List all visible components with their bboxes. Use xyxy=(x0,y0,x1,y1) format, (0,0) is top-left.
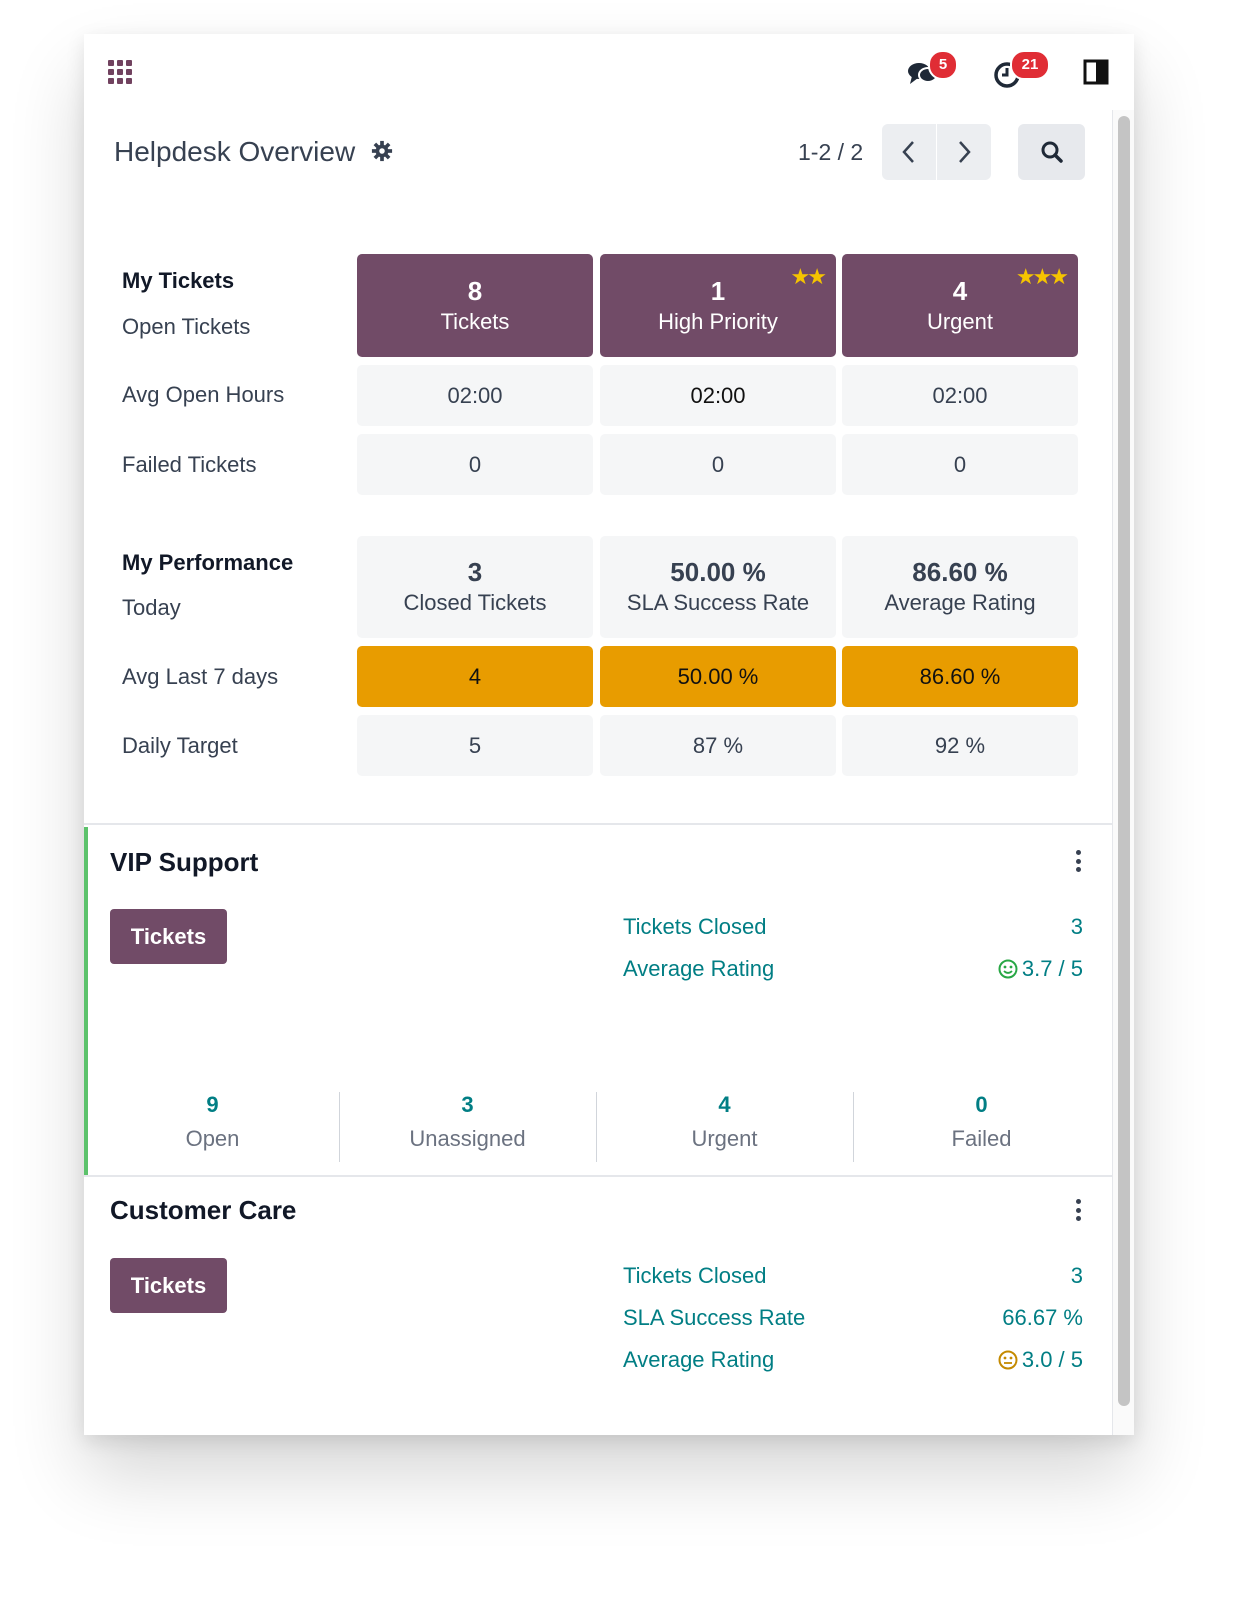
team-name-customer-care[interactable]: Customer Care xyxy=(110,1195,297,1225)
average-rating-label: Average Rating xyxy=(884,590,1036,615)
urgent-count: 4 xyxy=(952,275,968,306)
separator xyxy=(596,1092,597,1162)
care-tickets-closed-number: 3 xyxy=(1070,1263,1083,1288)
apps-menu-icon[interactable] xyxy=(108,60,132,84)
urgent-count: 4 xyxy=(718,1092,731,1117)
helpdesk-window: 5 21 Helpdesk Overview xyxy=(84,34,1134,1435)
chevron-left-icon xyxy=(902,141,914,163)
care-rating-number: 3.0 / 5 xyxy=(1021,1347,1083,1372)
page-title: Helpdesk Overview xyxy=(114,136,356,167)
three-star-icon: ★★★ xyxy=(1015,264,1069,289)
kebab-menu-icon[interactable] xyxy=(1074,1199,1082,1221)
team-color-bar xyxy=(84,827,88,1176)
failed-count: 0 xyxy=(975,1092,988,1117)
divider xyxy=(84,823,1112,825)
vip-urgent-stat[interactable]: 4 Urgent xyxy=(596,1092,853,1152)
failed-high-cell[interactable]: 0 xyxy=(600,434,836,495)
failed-tickets-cell[interactable]: 0 xyxy=(357,434,593,495)
urgent-card[interactable]: ★★★ 4 Urgent xyxy=(842,254,1078,357)
kebab-menu-icon[interactable] xyxy=(1074,850,1082,872)
care-tickets-closed-label[interactable]: Tickets Closed xyxy=(623,1263,767,1288)
daily-target-label: Daily Target xyxy=(122,733,238,758)
failed-label: Failed xyxy=(951,1126,1012,1151)
messages-badge: 5 xyxy=(928,50,958,80)
divider xyxy=(84,1175,1112,1177)
avg-open-urgent-cell[interactable]: 02:00 xyxy=(842,365,1078,426)
care-average-rating-value[interactable]: 3.0 / 5 xyxy=(998,1347,1083,1373)
care-tickets-closed-value[interactable]: 3 xyxy=(1071,1263,1083,1289)
team-name-vip-support[interactable]: VIP Support xyxy=(110,847,259,877)
activities-badge: 21 xyxy=(1010,50,1050,80)
vip-open-stat[interactable]: 9 Open xyxy=(84,1092,341,1152)
chevron-right-icon xyxy=(959,141,971,163)
vip-rating-number: 3.7 / 5 xyxy=(1021,956,1083,981)
closed-tickets-value: 3 xyxy=(467,557,483,587)
closed-tickets-card: 3 Closed Tickets xyxy=(357,536,593,638)
activities-button[interactable]: 21 xyxy=(992,50,1050,90)
sla-success-value: 50.00 % xyxy=(670,557,766,587)
target-sla-cell[interactable]: 87 % xyxy=(600,715,836,776)
vip-unassigned-stat[interactable]: 3 Unassigned xyxy=(339,1092,596,1152)
failed-urgent-cell[interactable]: 0 xyxy=(842,434,1078,495)
separator xyxy=(339,1092,340,1162)
gear-icon[interactable] xyxy=(371,140,393,162)
care-sla-label[interactable]: SLA Success Rate xyxy=(623,1305,806,1330)
pager-value[interactable]: 1-2 / 2 xyxy=(798,139,864,165)
pager-previous-button[interactable] xyxy=(882,124,936,180)
high-priority-count: 1 xyxy=(710,275,726,306)
vip-tickets-closed-number: 3 xyxy=(1070,914,1083,939)
care-sla-number: 66.67 % xyxy=(1002,1305,1083,1330)
vip-tickets-button[interactable]: Tickets xyxy=(110,909,227,964)
open-tickets-label: Open Tickets xyxy=(122,314,251,339)
closed-tickets-label: Closed Tickets xyxy=(403,590,547,615)
care-tickets-button[interactable]: Tickets xyxy=(110,1258,227,1313)
sla-success-label: SLA Success Rate xyxy=(626,590,810,615)
vip-average-rating-label[interactable]: Average Rating xyxy=(623,956,775,981)
scrollbar-thumb[interactable] xyxy=(1118,116,1130,1406)
tickets-count: 8 xyxy=(467,275,483,306)
average-rating-value: 86.60 % xyxy=(912,557,1008,587)
neutral-face-icon xyxy=(998,1350,1018,1370)
vip-tickets-closed-label[interactable]: Tickets Closed xyxy=(623,914,767,939)
separator xyxy=(853,1092,854,1162)
high-priority-label: High Priority xyxy=(658,308,778,334)
avg-last-7-days-label: Avg Last 7 days xyxy=(122,664,279,689)
unassigned-count: 3 xyxy=(461,1092,474,1117)
smile-icon xyxy=(998,959,1018,979)
vip-tickets-closed-value[interactable]: 3 xyxy=(1071,914,1083,940)
sidebar-toggle-icon[interactable] xyxy=(1082,58,1116,92)
unassigned-label: Unassigned xyxy=(409,1126,526,1151)
my-tickets-card[interactable]: 8 Tickets xyxy=(357,254,593,357)
care-average-rating-label[interactable]: Average Rating xyxy=(623,1347,775,1372)
two-star-icon: ★★ xyxy=(790,264,827,289)
search-button[interactable] xyxy=(1018,124,1085,180)
sla-success-card: 50.00 % SLA Success Rate xyxy=(600,536,836,638)
average-rating-card: 86.60 % Average Rating xyxy=(842,536,1078,638)
today-label: Today xyxy=(122,595,181,620)
urgent-label: Urgent xyxy=(691,1126,758,1151)
search-icon xyxy=(1041,141,1063,163)
vip-failed-stat[interactable]: 0 Failed xyxy=(853,1092,1110,1152)
avg-open-high-cell[interactable]: 02:00 xyxy=(600,365,836,426)
urgent-label: Urgent xyxy=(926,308,994,334)
avg7-rating-cell: 86.60 % xyxy=(842,646,1078,707)
target-closed-cell[interactable]: 5 xyxy=(357,715,593,776)
my-tickets-heading: My Tickets xyxy=(122,268,235,293)
navbar: 5 21 xyxy=(84,34,1134,110)
avg7-closed-cell: 4 xyxy=(357,646,593,707)
tickets-label: Tickets xyxy=(440,308,510,334)
target-rating-cell[interactable]: 92 % xyxy=(842,715,1078,776)
avg-open-hours-label: Avg Open Hours xyxy=(122,382,285,407)
messaging-button[interactable]: 5 xyxy=(906,50,958,90)
avg-open-tickets-cell[interactable]: 02:00 xyxy=(357,365,593,426)
care-sla-value[interactable]: 66.67 % xyxy=(1002,1305,1083,1331)
pager-next-button[interactable] xyxy=(937,124,991,180)
open-label: Open xyxy=(185,1126,240,1151)
open-count: 9 xyxy=(206,1092,219,1117)
vip-average-rating-value[interactable]: 3.7 / 5 xyxy=(998,956,1083,982)
my-performance-heading: My Performance xyxy=(122,550,294,575)
avg7-sla-cell: 50.00 % xyxy=(600,646,836,707)
failed-tickets-label: Failed Tickets xyxy=(122,452,257,477)
high-priority-card[interactable]: ★★ 1 High Priority xyxy=(600,254,836,357)
